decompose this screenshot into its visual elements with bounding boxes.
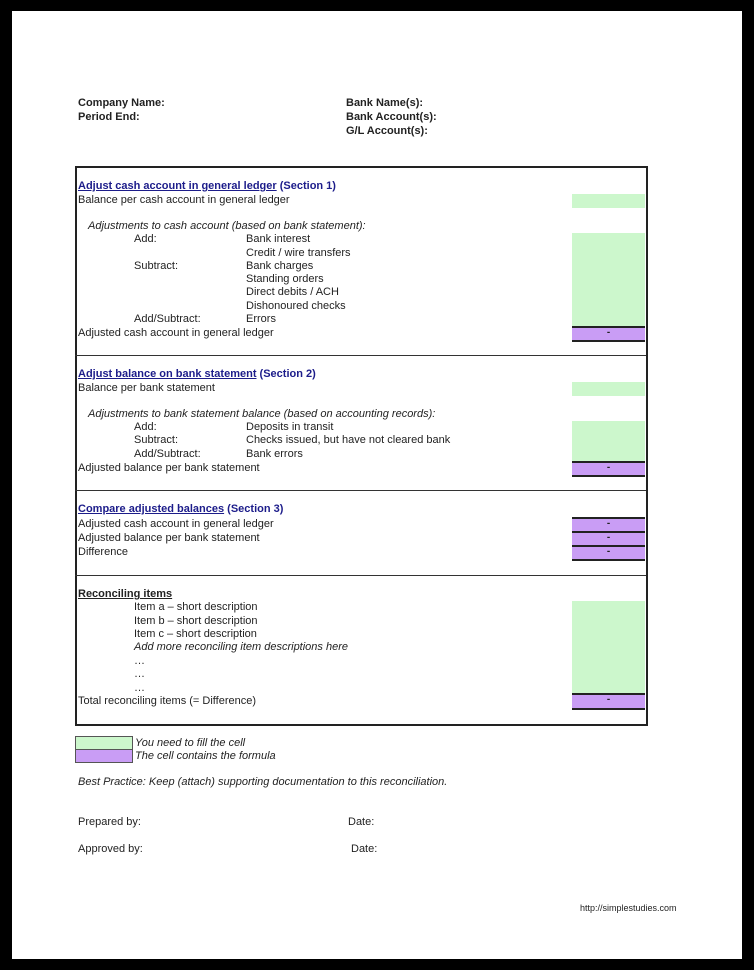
section2-adjusted-formula: -: [572, 461, 645, 477]
divider: [75, 575, 646, 576]
section3-title-text: Compare adjusted balances: [78, 503, 225, 515]
reconciling-item: Item c – short description: [134, 628, 257, 640]
section1-add-subtract-label: Add/Subtract:: [134, 313, 201, 325]
reconciling-total-label: Total reconciling items (= Difference): [78, 695, 257, 707]
reconciling-total-formula: -: [572, 693, 645, 710]
section1-balance-label: Balance per cash account in general ledg…: [78, 194, 290, 206]
gl-accounts-label: G/L Account(s):: [346, 125, 428, 137]
section1-title-text: Adjust cash account in general ledger: [78, 180, 277, 192]
reconciling-item: Add more reconciling item descriptions h…: [134, 641, 348, 653]
section1-tag: (Section 1): [279, 180, 336, 192]
section1-item: Credit / wire transfers: [246, 247, 351, 259]
reconciling-item: …: [134, 668, 145, 680]
section3-row-label: Adjusted balance per bank statement: [78, 532, 260, 544]
section2-balance-label: Balance per bank statement: [78, 382, 215, 394]
section3-title: Compare adjusted balances (Section 3): [78, 503, 283, 516]
section1-adjusted-label: Adjusted cash account in general ledger: [78, 327, 274, 339]
prepared-date-label: Date:: [348, 816, 375, 828]
section3-tag: (Section 3): [227, 503, 284, 515]
section1-title: Adjust cash account in general ledger (S…: [78, 180, 336, 193]
approved-by-label: Approved by:: [78, 843, 143, 855]
section3-row-label: Adjusted cash account in general ledger: [78, 518, 274, 530]
section2-adjustments-heading: Adjustments to bank statement balance (b…: [88, 408, 436, 420]
section2-item: Bank errors: [246, 448, 303, 460]
reconciling-item: Item a – short description: [134, 601, 258, 613]
section1-adjustments-heading: Adjustments to cash account (based on ba…: [88, 220, 366, 232]
company-name-label: Company Name:: [78, 97, 165, 109]
legend-formula-text: The cell contains the formula: [135, 750, 276, 762]
period-end-label: Period End:: [78, 111, 140, 123]
section2-title: Adjust balance on bank statement (Sectio…: [78, 368, 316, 381]
section2-item: Checks issued, but have not cleared bank: [246, 434, 451, 446]
section1-add-label: Add:: [134, 233, 157, 245]
section2-balance-input[interactable]: [572, 382, 645, 396]
section2-add-subtract-label: Add/Subtract:: [134, 448, 201, 460]
section3-row-label: Difference: [78, 546, 128, 558]
reconciling-items-input[interactable]: [572, 601, 645, 694]
reconciling-title: Reconciling items: [78, 588, 173, 600]
reconciliation-table: [75, 166, 648, 726]
section1-adjustments-input[interactable]: [572, 233, 645, 327]
section1-item: Bank charges: [246, 260, 314, 272]
section1-item: Bank interest: [246, 233, 311, 245]
reconciling-item: …: [134, 682, 145, 694]
section1-item: Errors: [246, 313, 276, 325]
legend-fill-swatch: [75, 736, 133, 750]
section2-adjustments-input[interactable]: [572, 421, 645, 462]
divider: [75, 490, 646, 491]
divider: [75, 355, 646, 356]
section2-title-text: Adjust balance on bank statement: [78, 368, 257, 380]
approved-date-label: Date:: [351, 843, 378, 855]
section2-tag: (Section 2): [259, 368, 316, 380]
legend-fill-text: You need to fill the cell: [135, 737, 246, 749]
prepared-by-label: Prepared by:: [78, 816, 141, 828]
section1-item: Direct debits / ACH: [246, 286, 339, 298]
section3-formula: -: [572, 545, 645, 561]
bank-names-label: Bank Name(s):: [346, 97, 424, 109]
section1-item: Standing orders: [246, 273, 324, 285]
best-practice-note: Best Practice: Keep (attach) supporting …: [78, 776, 448, 788]
section1-adjusted-formula: -: [572, 326, 645, 342]
section1-subtract-label: Subtract:: [134, 260, 179, 272]
section1-item: Dishonoured checks: [246, 300, 346, 312]
reconciling-item: Item b – short description: [134, 615, 258, 627]
reconciliation-sheet: [12, 11, 742, 959]
section2-item: Deposits in transit: [246, 421, 334, 433]
section1-balance-input[interactable]: [572, 194, 645, 208]
section2-subtract-label: Subtract:: [134, 434, 179, 446]
section2-add-label: Add:: [134, 421, 157, 433]
reconciling-item: …: [134, 655, 145, 667]
footer-url[interactable]: http://simplestudies.com: [580, 903, 677, 913]
legend-formula-swatch: [75, 749, 133, 763]
section2-adjusted-label: Adjusted balance per bank statement: [78, 462, 260, 474]
bank-accounts-label: Bank Account(s):: [346, 111, 437, 123]
